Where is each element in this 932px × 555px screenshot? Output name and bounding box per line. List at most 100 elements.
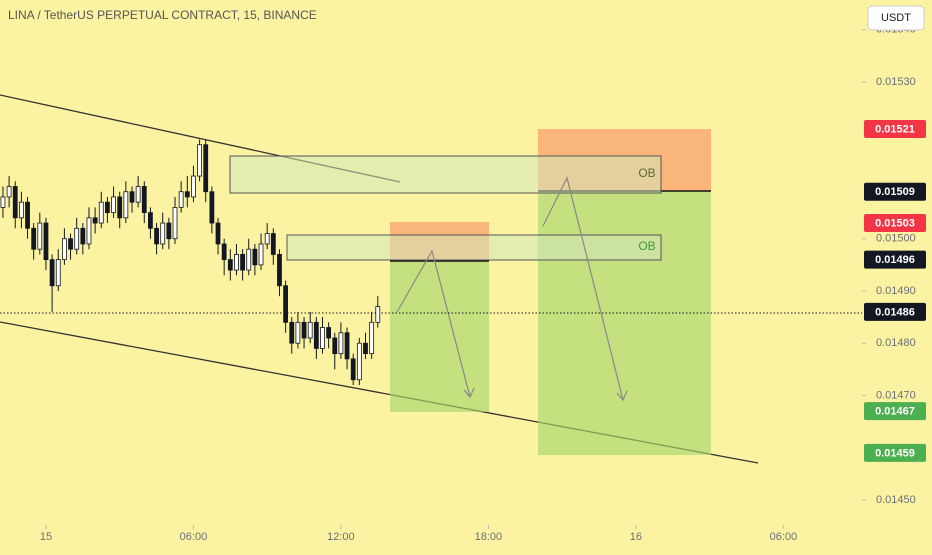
price-badge — [864, 443, 926, 462]
arrow-head — [616, 390, 628, 402]
price-badge — [864, 214, 926, 233]
candle-body — [68, 238, 73, 250]
candle-body — [332, 337, 338, 355]
chart-title: LINA / TetherUS PERPETUAL CONTRACT, 15, … — [8, 8, 317, 22]
candle-body — [197, 144, 202, 177]
ob-label: OB — [638, 239, 655, 253]
price-axis: 0.015400.015300.015000.014900.014800.014… — [40, 24, 926, 543]
candle-body — [277, 254, 282, 287]
candle-body — [12, 186, 18, 219]
candle-body — [203, 144, 209, 193]
price-badge — [864, 302, 926, 321]
price-badge-label: 0.01467 — [875, 406, 915, 418]
candle-body — [160, 222, 166, 245]
candle-body — [375, 306, 381, 323]
candle-body — [227, 259, 233, 271]
y-tick-label: 0.01500 — [876, 233, 916, 245]
candle-body — [295, 321, 301, 344]
arrow — [396, 249, 471, 398]
candle-body — [111, 196, 116, 214]
candle-body — [43, 222, 49, 261]
candle-body — [240, 254, 245, 271]
candle-body — [264, 233, 270, 245]
candle-body — [86, 217, 92, 245]
candle-body — [178, 191, 184, 208]
candle-body — [307, 321, 313, 339]
candle-body — [320, 327, 325, 349]
y-tick-label: 0.01470 — [876, 389, 916, 401]
candle-body — [6, 186, 12, 198]
candle-body — [363, 342, 368, 355]
candle-body — [74, 227, 80, 250]
candle-body — [301, 321, 307, 339]
x-tick-label: 12:00 — [327, 531, 355, 543]
x-tick-label: 15 — [40, 531, 52, 543]
x-tick-label: 06:00 — [770, 531, 798, 543]
candle-body — [234, 254, 239, 271]
candle-body — [148, 212, 153, 229]
candle-body — [356, 342, 362, 381]
candle-body — [215, 222, 221, 245]
candle-body — [221, 243, 227, 261]
price-badge-label: 0.01459 — [875, 447, 915, 459]
candle-body — [61, 238, 67, 261]
price-badge — [864, 120, 926, 139]
price-badge-label: 0.01503 — [875, 217, 915, 229]
candle-body — [135, 186, 141, 203]
y-tick-label: 0.01490 — [876, 285, 916, 297]
order-block — [286, 234, 662, 261]
arrow — [542, 176, 624, 401]
candle-body — [129, 191, 135, 203]
price-badge — [864, 250, 926, 269]
x-tick-label: 18:00 — [475, 531, 503, 543]
candle-body — [184, 191, 190, 198]
price-badge-label: 0.01486 — [875, 306, 915, 318]
price-badge-label: 0.01521 — [875, 123, 915, 135]
candle-body — [37, 222, 43, 250]
candle-body — [338, 332, 344, 355]
candle-body — [283, 285, 289, 323]
target-zone — [390, 261, 489, 412]
candle-body — [55, 259, 61, 287]
candle-body — [172, 206, 178, 240]
x-tick-label: 06:00 — [180, 531, 208, 543]
candle-body — [258, 243, 264, 266]
candle-body — [123, 191, 129, 219]
candle-body — [49, 259, 55, 287]
candle-body — [25, 201, 30, 229]
candle-body — [0, 196, 6, 208]
candle-body — [246, 248, 252, 271]
x-tick-label: 16 — [630, 531, 642, 543]
candle-body — [80, 227, 86, 245]
candle-body — [289, 321, 295, 344]
order-block — [229, 155, 662, 194]
price-badge — [864, 182, 926, 201]
candle-body — [141, 186, 147, 214]
candle-body — [105, 201, 110, 214]
candle-body — [92, 217, 98, 224]
candle-body — [98, 201, 104, 224]
currency-button[interactable] — [867, 5, 925, 31]
candle-body — [270, 233, 276, 255]
candle-body — [191, 175, 196, 198]
candle-body — [18, 201, 24, 219]
candle-body — [209, 191, 215, 224]
price-badge — [864, 402, 926, 421]
price-badge-label: 0.01496 — [875, 254, 915, 266]
candle-body — [166, 222, 172, 240]
arrow-head — [463, 387, 475, 399]
candle-body — [326, 327, 332, 339]
y-tick-label: 0.01450 — [876, 494, 916, 506]
candle-body — [350, 358, 356, 381]
y-tick-label: 0.01530 — [876, 76, 916, 88]
candle-body — [31, 227, 37, 250]
candle-body — [369, 321, 375, 355]
candles — [0, 139, 381, 385]
target-zone — [538, 191, 711, 455]
candle-body — [252, 248, 258, 266]
currency-label[interactable]: USDT — [881, 12, 911, 24]
candle-body — [313, 321, 319, 349]
ob-label: OB — [638, 166, 655, 180]
candle-body — [117, 196, 123, 219]
